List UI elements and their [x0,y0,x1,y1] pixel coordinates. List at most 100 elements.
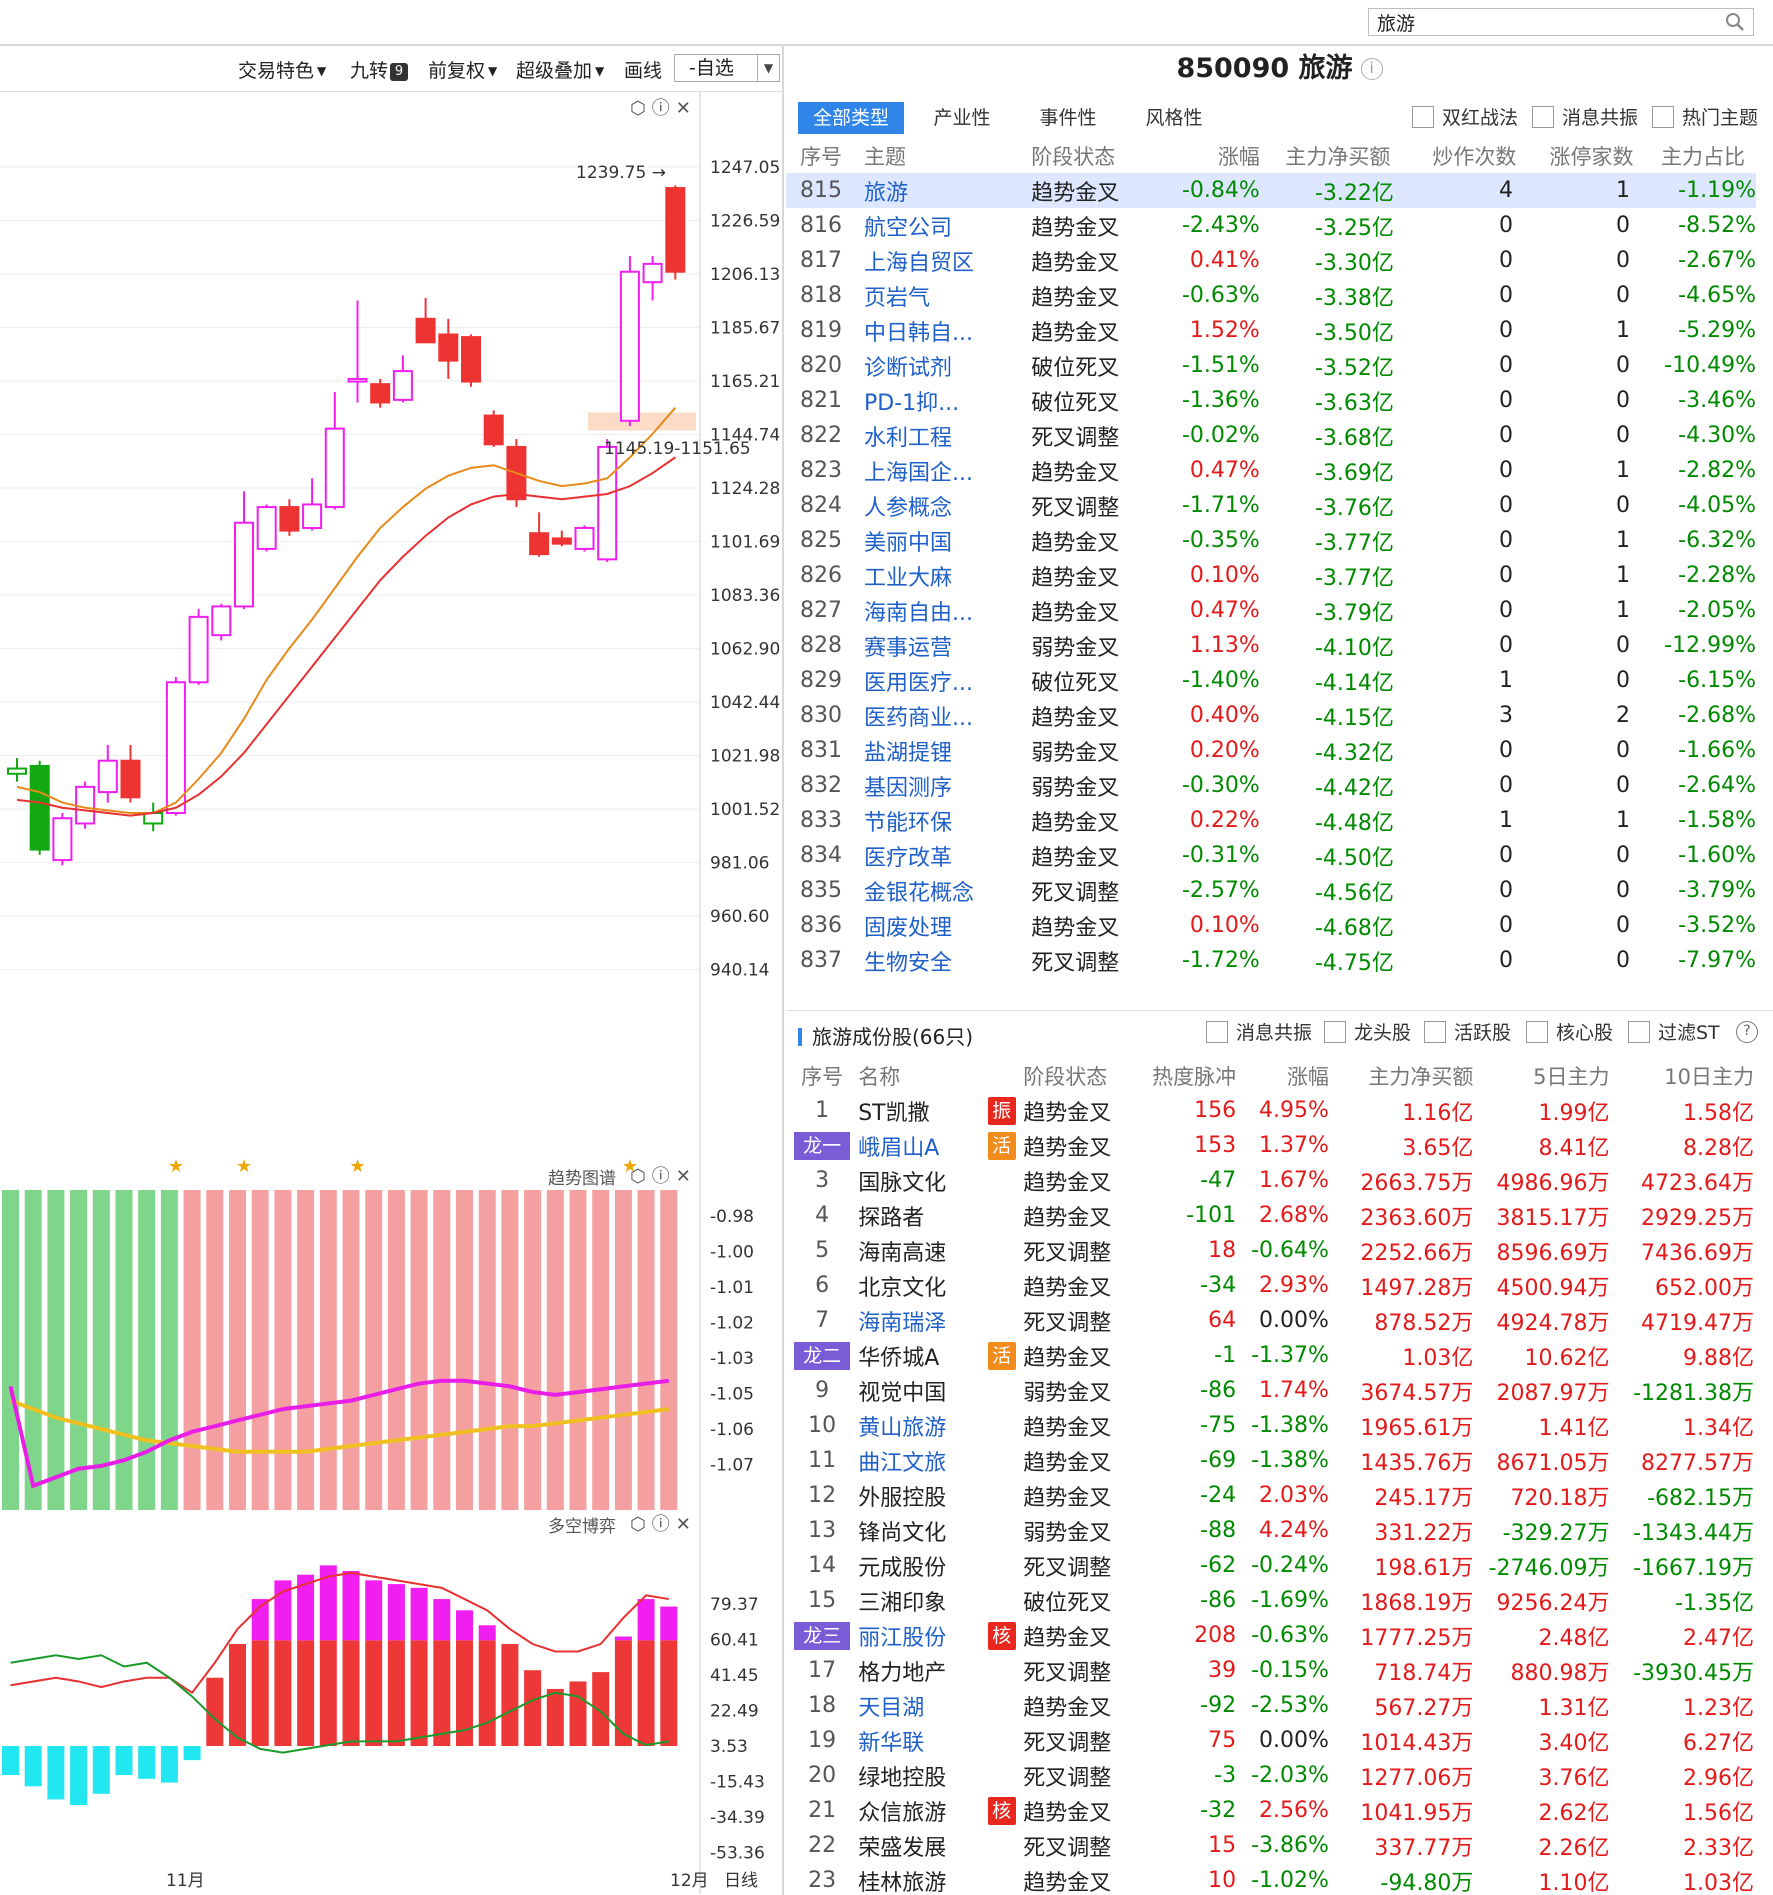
search-box[interactable] [1368,8,1754,36]
stock-name-cell[interactable]: 海南瑞泽 [858,1310,947,1336]
nine-turn-button[interactable]: 九转 9 [350,56,409,83]
checkbox-icon[interactable] [1412,106,1434,128]
theme-name-cell[interactable]: 人参概念 [864,495,953,521]
theme-row[interactable]: 829 医用医疗... 破位死叉 -1.40% -4.14亿 1 0 -6.15% [786,663,1756,698]
checkbox-icon[interactable] [1652,106,1674,128]
stock-name-cell[interactable]: 格力地产 [858,1660,947,1686]
checkbox-icon[interactable] [1424,1021,1446,1043]
theme-row[interactable]: 828 赛事运营 弱势金叉 1.13% -4.10亿 0 0 -12.99% [786,628,1756,663]
stock-row[interactable]: 1 ST凯撒 振趋势金叉 156 4.95% 1.16亿 1.99亿 1.58亿 [786,1093,1766,1128]
info-icon[interactable]: i [1360,58,1383,80]
tab-industry[interactable]: 产业性 [933,107,991,129]
theme-name-cell[interactable]: 上海国企... [864,460,974,486]
settings-icon[interactable]: ⬡ [630,98,646,119]
stock-name-cell[interactable]: 丽江股份 [858,1625,947,1651]
checkbox-icon[interactable] [1206,1021,1228,1043]
theme-row[interactable]: 824 人参概念 死叉调整 -1.71% -3.76亿 0 0 -4.05% [786,488,1756,523]
checkbox-icon[interactable] [1628,1021,1650,1043]
leader-stock-filter[interactable]: 龙头股 [1324,1019,1411,1047]
column-header[interactable]: 炒作次数 [1432,144,1517,169]
theme-row[interactable]: 836 固废处理 趋势金叉 0.10% -4.68亿 0 0 -3.52% [786,908,1756,943]
news-resonance-checkbox[interactable]: 消息共振 [1532,104,1638,132]
theme-name-cell[interactable]: 固废处理 [864,915,953,941]
theme-name-cell[interactable]: 工业大麻 [864,565,953,591]
stock-row[interactable]: 11 曲江文旅 趋势金叉 -69 -1.38% 1435.76万 8671.05万 8277.… [786,1443,1766,1478]
theme-name-cell[interactable]: 上海自贸区 [864,250,975,276]
stock-name-cell[interactable]: 国脉文化 [858,1170,947,1196]
theme-row[interactable]: 821 PD-1抑... 破位死叉 -1.36% -3.63亿 0 0 -3.46% [786,383,1756,418]
stock-row[interactable]: 17 格力地产 死叉调整 39 -0.15% 718.74万 880.98万 -3930.45… [786,1653,1766,1688]
close-icon[interactable]: ✕ [675,1514,691,1535]
stock-row[interactable]: 10 黄山旅游 趋势金叉 -75 -1.38% 1965.61万 1.41亿 1.34亿 [786,1408,1766,1443]
theme-row[interactable]: 835 金银花概念 死叉调整 -2.57% -4.56亿 0 0 -3.79% [786,873,1756,908]
stock-row[interactable]: 7 海南瑞泽 死叉调整 64 0.00% 878.52万 4924.78万 4719.47万 [786,1303,1766,1338]
long-short-chart[interactable]: 79.37 60.41 41.45 22.49 3.53 -15.43 -34.39 -53.… [0,1534,782,1894]
settings-icon[interactable]: ⬡ [630,1166,646,1187]
column-header[interactable]: 阶段状态 [1031,144,1116,169]
core-stock-filter[interactable]: 核心股 [1526,1019,1613,1047]
theme-name-cell[interactable]: 医药商业... [864,705,974,731]
close-icon[interactable]: ✕ [675,98,691,119]
stock-name-cell[interactable]: 荣盛发展 [858,1835,947,1861]
theme-row[interactable]: 822 水利工程 死叉调整 -0.02% -3.68亿 0 0 -4.30% [786,418,1756,453]
stock-name-cell[interactable]: ST凯撒 [858,1100,930,1126]
stock-row[interactable]: 19 新华联 死叉调整 75 0.00% 1014.43万 3.40亿 6.27亿 [786,1723,1766,1758]
stock-row[interactable]: 18 天目湖 趋势金叉 -92 -2.53% 567.27万 1.31亿 1.23亿 [786,1688,1766,1723]
filter-st-checkbox[interactable]: 过滤ST [1628,1019,1720,1047]
stock-row[interactable]: 23 桂林旅游 趋势金叉 10 -1.02% -94.80万 1.10亿 1.03亿 [786,1863,1766,1895]
trend-chart[interactable]: -0.98 -1.00 -1.01 -1.02 -1.03 -1.05 -1.06 -1.07 [0,1190,782,1534]
stock-row[interactable]: 9 视觉中国 弱势金叉 -86 1.74% 3674.57万 2087.97万 -1281.3… [786,1373,1766,1408]
theme-row[interactable]: 837 生物安全 死叉调整 -1.72% -4.75亿 0 0 -7.97% [786,943,1756,978]
settings-icon[interactable]: ⬡ [630,1514,646,1535]
checkbox-icon[interactable] [1532,106,1554,128]
column-header[interactable]: 序号 [800,144,842,169]
theme-row[interactable]: 817 上海自贸区 趋势金叉 0.41% -3.30亿 0 0 -2.67% [786,243,1756,278]
theme-name-cell[interactable]: 赛事运营 [864,635,953,661]
help-icon[interactable]: ? [1736,1021,1758,1043]
tab-style[interactable]: 风格性 [1145,107,1203,129]
stock-row[interactable]: 5 海南高速 死叉调整 18 -0.64% 2252.66万 8596.69万 7436.69… [786,1233,1766,1268]
double-red-checkbox[interactable]: 双红战法 [1412,104,1518,132]
stock-row[interactable]: 12 外服控股 趋势金叉 -24 2.03% 245.17万 720.18万 -682.15万 [786,1478,1766,1513]
stock-name-cell[interactable]: 桂林旅游 [858,1870,947,1895]
theme-name-cell[interactable]: 节能环保 [864,810,953,836]
theme-name-cell[interactable]: 诊断试剂 [864,355,953,381]
theme-name-cell[interactable]: 医疗改革 [864,845,953,871]
active-stock-filter[interactable]: 活跃股 [1424,1019,1511,1047]
column-header[interactable]: 涨停家数 [1549,144,1634,169]
checkbox-icon[interactable] [1526,1021,1548,1043]
stock-name-cell[interactable]: 探路者 [858,1205,925,1231]
theme-row[interactable]: 827 海南自由... 趋势金叉 0.47% -3.79亿 0 1 -2.05% [786,593,1756,628]
stock-row[interactable]: 22 荣盛发展 死叉调整 15 -3.86% 337.77万 2.26亿 2.33亿 [786,1828,1766,1863]
column-header[interactable]: 涨幅 [1286,1064,1329,1089]
stock-name-cell[interactable]: 天目湖 [858,1695,925,1721]
stock-name-cell[interactable]: 华侨城A [858,1345,940,1371]
theme-row[interactable]: 819 中日韩自... 趋势金叉 1.52% -3.50亿 0 1 -5.29% [786,313,1756,348]
stock-name-cell[interactable]: 三湘印象 [858,1590,947,1616]
theme-row[interactable]: 818 页岩气 趋势金叉 -0.63% -3.38亿 0 0 -4.65% [786,278,1756,313]
stock-name-cell[interactable]: 北京文化 [858,1275,947,1301]
help-icon[interactable]: ⓘ [651,98,670,119]
theme-name-cell[interactable]: 盐湖提锂 [864,740,953,766]
theme-row[interactable]: 834 医疗改革 趋势金叉 -0.31% -4.50亿 0 0 -1.60% [786,838,1756,873]
dropdown-arrow-icon[interactable]: ▼ [757,55,779,81]
theme-name-cell[interactable]: 生物安全 [864,950,953,976]
theme-row[interactable]: 816 航空公司 趋势金叉 -2.43% -3.25亿 0 0 -8.52% [786,208,1756,243]
forward-adjust-menu[interactable]: 前复权 ▼ [428,56,497,83]
stock-name-cell[interactable]: 峨眉山A [858,1135,940,1161]
stock-row[interactable]: 14 元成股份 死叉调整 -62 -0.24% 198.61万 -2746.09万 -1667… [786,1548,1766,1583]
stock-name-cell[interactable]: 外服控股 [858,1485,947,1511]
help-icon[interactable]: ⓘ [651,1514,670,1535]
theme-name-cell[interactable]: 旅游 [864,173,1032,208]
column-header[interactable]: 主题 [864,144,907,169]
column-header[interactable]: 5日主力 [1533,1064,1610,1089]
stock-row[interactable]: 龙一 峨眉山A 活趋势金叉 153 1.37% 3.65亿 8.41亿 8.28亿 [786,1128,1766,1163]
stock-row[interactable]: 6 北京文化 趋势金叉 -34 2.93% 1497.28万 4500.94万 652.00万 [786,1268,1766,1303]
stock-name-cell[interactable]: 黄山旅游 [858,1415,947,1441]
column-header[interactable]: 10日主力 [1664,1064,1754,1089]
theme-row[interactable]: 833 节能环保 趋势金叉 0.22% -4.48亿 1 1 -1.58% [786,803,1756,838]
stock-name-cell[interactable]: 新华联 [858,1730,925,1756]
stock-name-cell[interactable]: 元成股份 [858,1555,947,1581]
theme-row[interactable]: 826 工业大麻 趋势金叉 0.10% -3.77亿 0 1 -2.28% [786,558,1756,593]
theme-row[interactable]: 832 基因测序 弱势金叉 -0.30% -4.42亿 0 0 -2.64% [786,768,1756,803]
